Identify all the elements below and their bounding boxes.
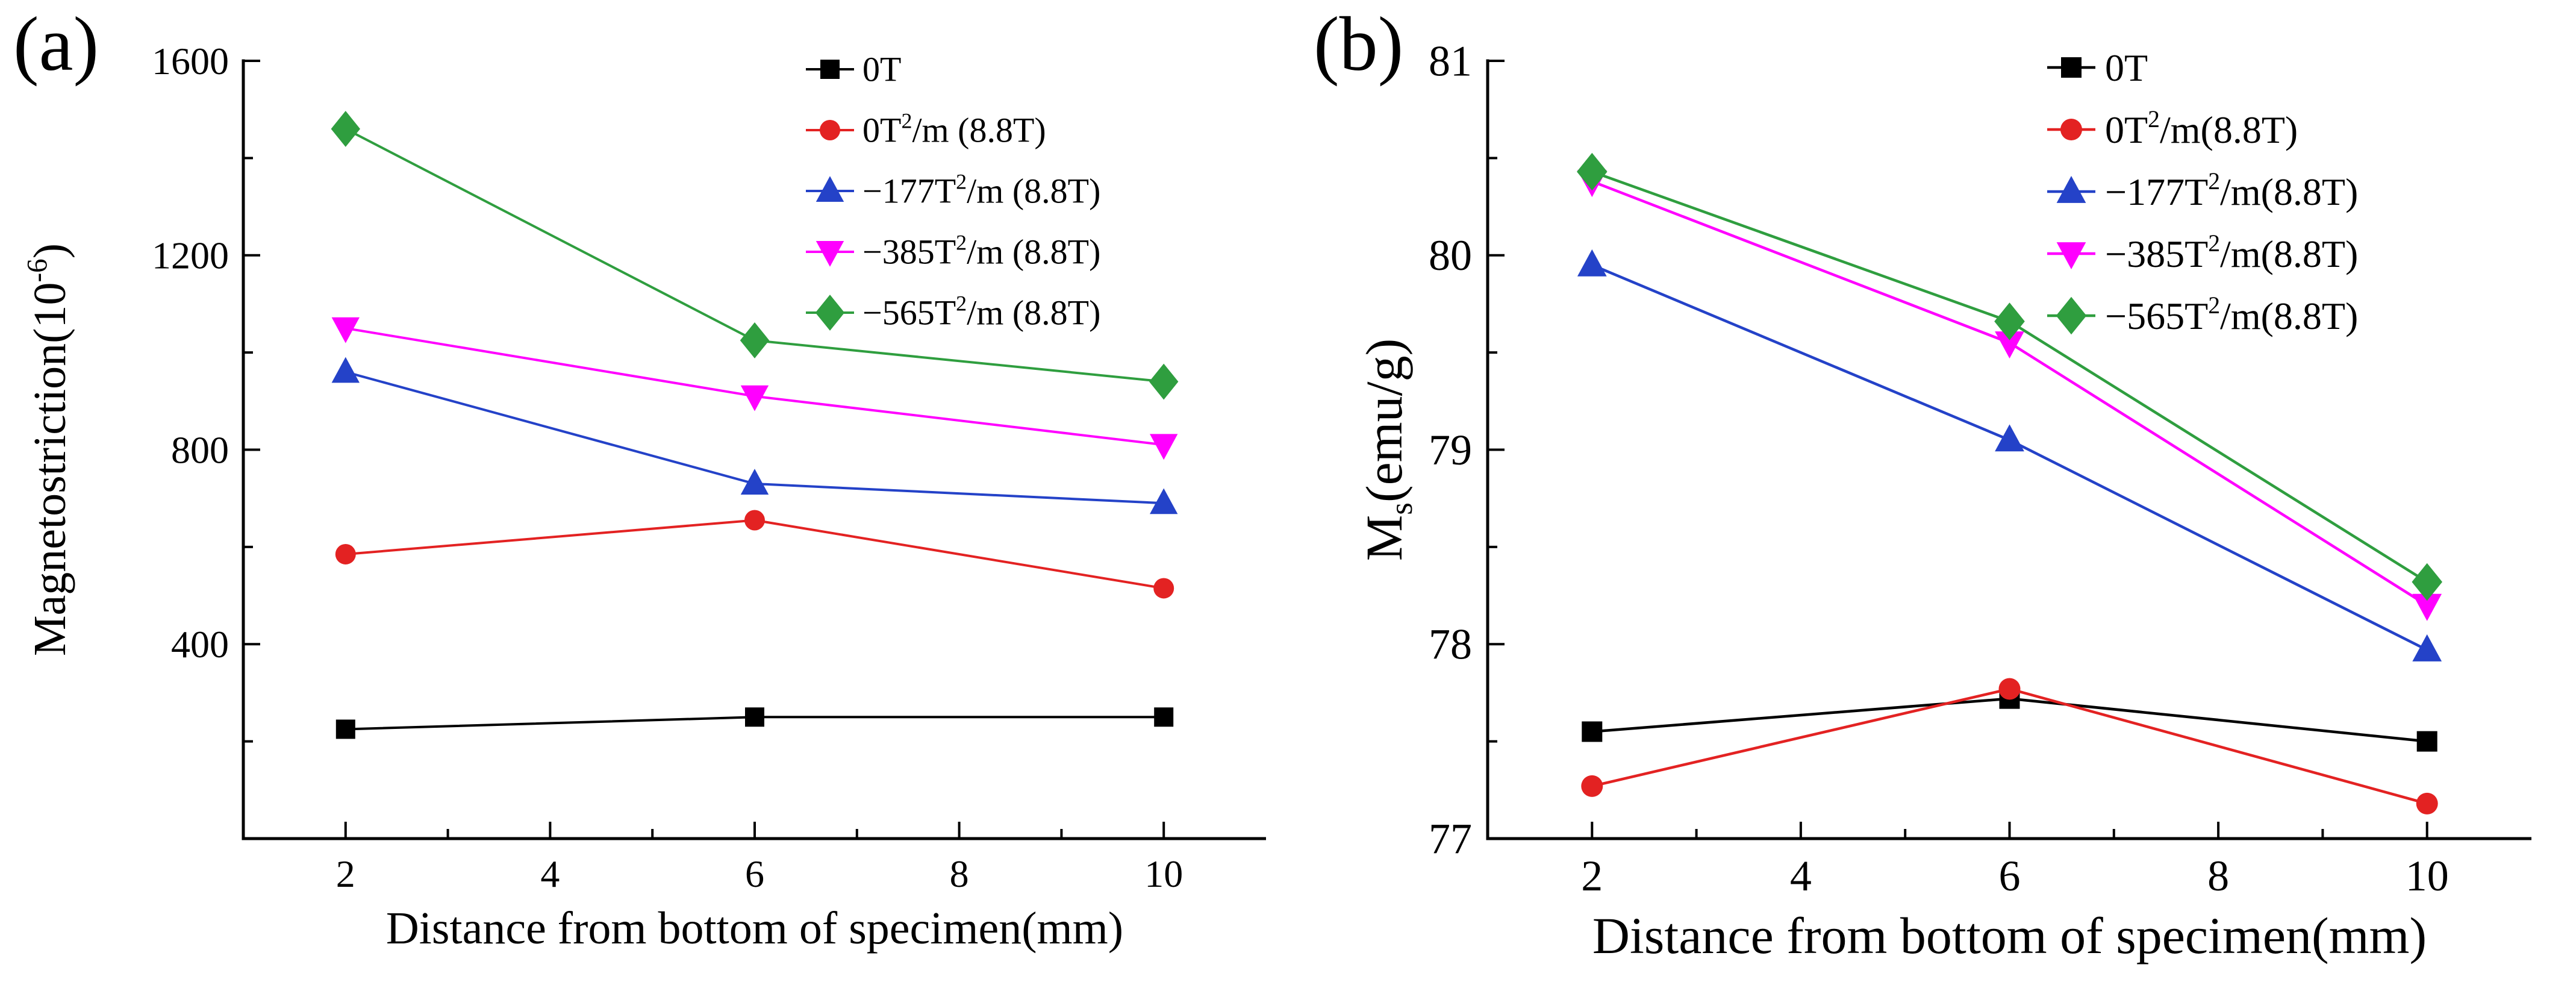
- svg-text:8: 8: [950, 852, 969, 895]
- svg-text:0T: 0T: [2105, 46, 2148, 89]
- svg-text:6: 6: [1999, 852, 2021, 900]
- svg-text:1600: 1600: [152, 40, 229, 83]
- svg-text:400: 400: [171, 623, 229, 666]
- svg-text:−565T2/m(8.8T): −565T2/m(8.8T): [2105, 292, 2358, 337]
- chart-b-canvas: 2 4 6 8 10 77 78 79 80 81 0T 0T2/m(8.8T) −177T2/m(8.…: [1355, 37, 2531, 965]
- svg-text:1200: 1200: [152, 234, 229, 277]
- svg-text:10: 10: [2406, 852, 2449, 900]
- svg-text:8: 8: [2207, 852, 2229, 900]
- panel-a-label: (a): [13, 1, 99, 87]
- svg-text:2: 2: [1581, 852, 1603, 900]
- svg-text:−385T2/m(8.8T): −385T2/m(8.8T): [2105, 230, 2358, 275]
- panel-b: (b) 2 4 6 8 10 77 78 79 80 81 0T 0T2/m(8.8T) −177T2/…: [1288, 0, 2576, 988]
- svg-text:10: 10: [1144, 852, 1183, 895]
- svg-text:2: 2: [336, 852, 355, 895]
- svg-text:4: 4: [540, 852, 560, 895]
- svg-text:−565T2/m (8.8T): −565T2/m (8.8T): [862, 292, 1100, 333]
- svg-text:4: 4: [1790, 852, 1812, 900]
- svg-text:80: 80: [1429, 231, 1472, 280]
- svg-text:0T2/m(8.8T): 0T2/m(8.8T): [2105, 106, 2298, 151]
- svg-text:Distance from bottom of specim: Distance from bottom of specimen(mm): [386, 903, 1123, 954]
- svg-text:6: 6: [745, 852, 764, 895]
- svg-text:77: 77: [1429, 814, 1472, 863]
- panel-b-label: (b): [1314, 1, 1404, 87]
- svg-text:79: 79: [1429, 426, 1472, 474]
- svg-text:0T2/m (8.8T): 0T2/m (8.8T): [862, 109, 1046, 150]
- svg-text:81: 81: [1429, 37, 1472, 85]
- svg-text:800: 800: [171, 428, 229, 471]
- svg-text:Magnetostriction(10-6): Magnetostriction(10-6): [22, 243, 75, 656]
- svg-text:Distance from bottom of specim: Distance from bottom of specimen(mm): [1592, 907, 2427, 965]
- svg-text:Ms(emu/g): Ms(emu/g): [1355, 339, 1419, 561]
- svg-text:0T: 0T: [862, 50, 901, 89]
- svg-text:−177T2/m(8.8T): −177T2/m(8.8T): [2105, 168, 2358, 213]
- svg-text:−385T2/m (8.8T): −385T2/m (8.8T): [862, 231, 1100, 272]
- chart-a-canvas: 2 4 6 8 10 400 800 1200 1600 0T 0T2/m (8.8T) −177T2…: [22, 40, 1266, 954]
- svg-text:−177T2/m (8.8T): −177T2/m (8.8T): [862, 170, 1100, 211]
- svg-text:78: 78: [1429, 621, 1472, 669]
- panel-a: (a) 2 4 6 8 10 400 800 1200 1600 0T 0T2/m (8.8T) −1…: [13, 1, 1266, 954]
